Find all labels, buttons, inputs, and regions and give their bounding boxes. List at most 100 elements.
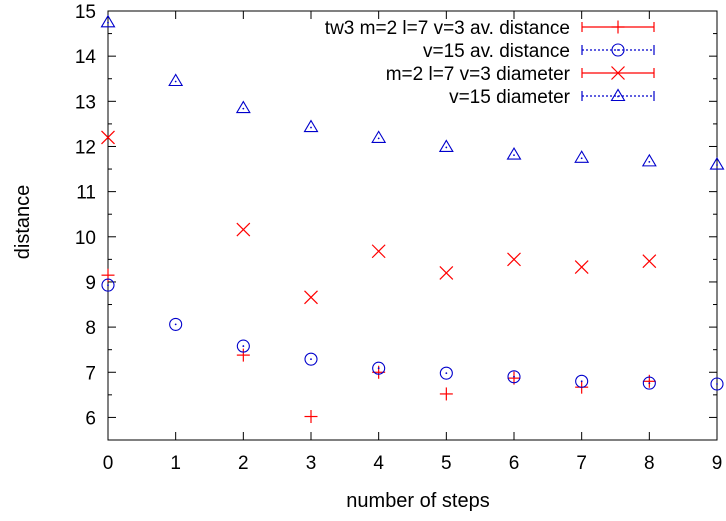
data-point-x (507, 252, 521, 267)
legend-marker-plus (611, 20, 625, 34)
data-point-triangle (709, 156, 725, 170)
x-stroke-b (642, 254, 657, 269)
legend-entry-3: m=2 l=7 v=3 diameter (386, 64, 655, 85)
y-tick-label: 14 (75, 47, 97, 68)
triangle-dot (580, 157, 583, 160)
circle-ring (372, 361, 386, 375)
data-point-x (101, 130, 115, 145)
x-stroke-b (574, 260, 589, 274)
triangle-dot (513, 154, 515, 157)
legend-label: m=2 l=7 v=3 diameter (386, 64, 571, 85)
triangle-outline (574, 150, 590, 163)
x-tick-label: 0 (103, 453, 114, 474)
legend-label: v=15 av. distance (423, 41, 570, 62)
legend-marker-triangle (610, 88, 626, 102)
circle-dot (377, 367, 380, 370)
series-4 (100, 14, 725, 170)
circle-dot (445, 372, 448, 375)
x-stroke-b (611, 66, 625, 80)
data-point-circle (304, 352, 318, 366)
legend-entry-4: v=15 diameter (449, 87, 655, 108)
triangle-dot (617, 95, 619, 98)
circle-ring (169, 317, 183, 331)
x-tick-label: 3 (306, 453, 317, 474)
x-stroke-b (371, 244, 386, 259)
y-tick-label: 7 (85, 363, 96, 384)
circle-dot (174, 323, 177, 326)
circle-ring (642, 376, 656, 390)
legend-marker-x (611, 66, 625, 80)
marks-group (100, 14, 725, 424)
data-point-triangle (574, 150, 590, 163)
circle-ring (304, 352, 318, 366)
circle-dot (513, 375, 515, 378)
circle-dot (617, 49, 619, 51)
circle-dot (648, 382, 651, 385)
x-tick-label: 6 (509, 453, 520, 474)
triangle-dot (174, 80, 177, 83)
legend-label: v=15 diameter (449, 87, 571, 108)
circle-dot (310, 358, 312, 361)
x-stroke-b (507, 252, 521, 267)
triangle-dot (310, 126, 312, 129)
data-point-plus (101, 268, 115, 282)
triangle-outline (235, 100, 251, 114)
data-point-circle (710, 377, 724, 391)
data-point-x (574, 260, 589, 274)
plot-frame-group (107, 10, 718, 441)
x-tick-label: 1 (170, 453, 181, 474)
series-1 (101, 268, 656, 424)
circle-ring (507, 370, 521, 384)
data-point-plus (304, 410, 318, 424)
circle-ring (236, 339, 250, 353)
x-stroke-b (304, 290, 318, 305)
triangle-dot (107, 21, 109, 24)
triangle-outline (610, 88, 626, 102)
legend-entry-1: tw3 m=2 l=7 v=3 av. distance (325, 18, 655, 39)
triangle-outline (641, 153, 657, 167)
data-point-x (439, 265, 454, 280)
data-point-x (642, 254, 657, 269)
y-tick-label: 10 (75, 228, 96, 249)
data-point-x (304, 290, 318, 305)
y-tick-label: 8 (85, 318, 96, 339)
x-tick-label: 9 (712, 453, 723, 474)
data-point-circle (439, 366, 453, 380)
data-point-triangle (506, 147, 522, 160)
y-axis-title: distance (12, 185, 34, 260)
triangle-outline (303, 119, 319, 133)
data-point-circle (642, 376, 656, 390)
x-stroke-b (101, 130, 115, 145)
y-tick-label: 11 (76, 183, 96, 204)
circle-dot (716, 383, 718, 385)
x-stroke-b (439, 265, 454, 280)
circle-dot (107, 284, 109, 287)
x-tick-label: 7 (576, 453, 587, 474)
data-point-x (236, 222, 251, 237)
triangle-dot (445, 146, 448, 149)
legend-entry-2: v=15 av. distance (423, 41, 655, 62)
y-tick-label: 15 (75, 2, 96, 23)
data-point-circle (101, 278, 115, 292)
data-point-triangle (641, 153, 657, 167)
triangle-outline (371, 130, 387, 143)
data-point-circle (169, 317, 183, 331)
data-point-triangle (100, 14, 116, 28)
data-point-plus (236, 348, 250, 362)
triangle-outline (100, 14, 116, 28)
data-point-circle (372, 361, 386, 375)
data-point-circle (507, 370, 521, 384)
x-tick-label: 4 (373, 453, 384, 474)
data-point-triangle (235, 100, 251, 114)
y-tick-label: 9 (85, 273, 96, 294)
data-point-triangle (438, 139, 454, 152)
data-point-circle (236, 339, 250, 353)
triangle-outline (438, 139, 454, 152)
y-tick-label: 13 (75, 92, 96, 113)
data-point-x (371, 244, 386, 259)
y-tick-label: 6 (85, 408, 96, 429)
data-point-triangle (168, 73, 184, 87)
circle-dot (242, 345, 245, 347)
